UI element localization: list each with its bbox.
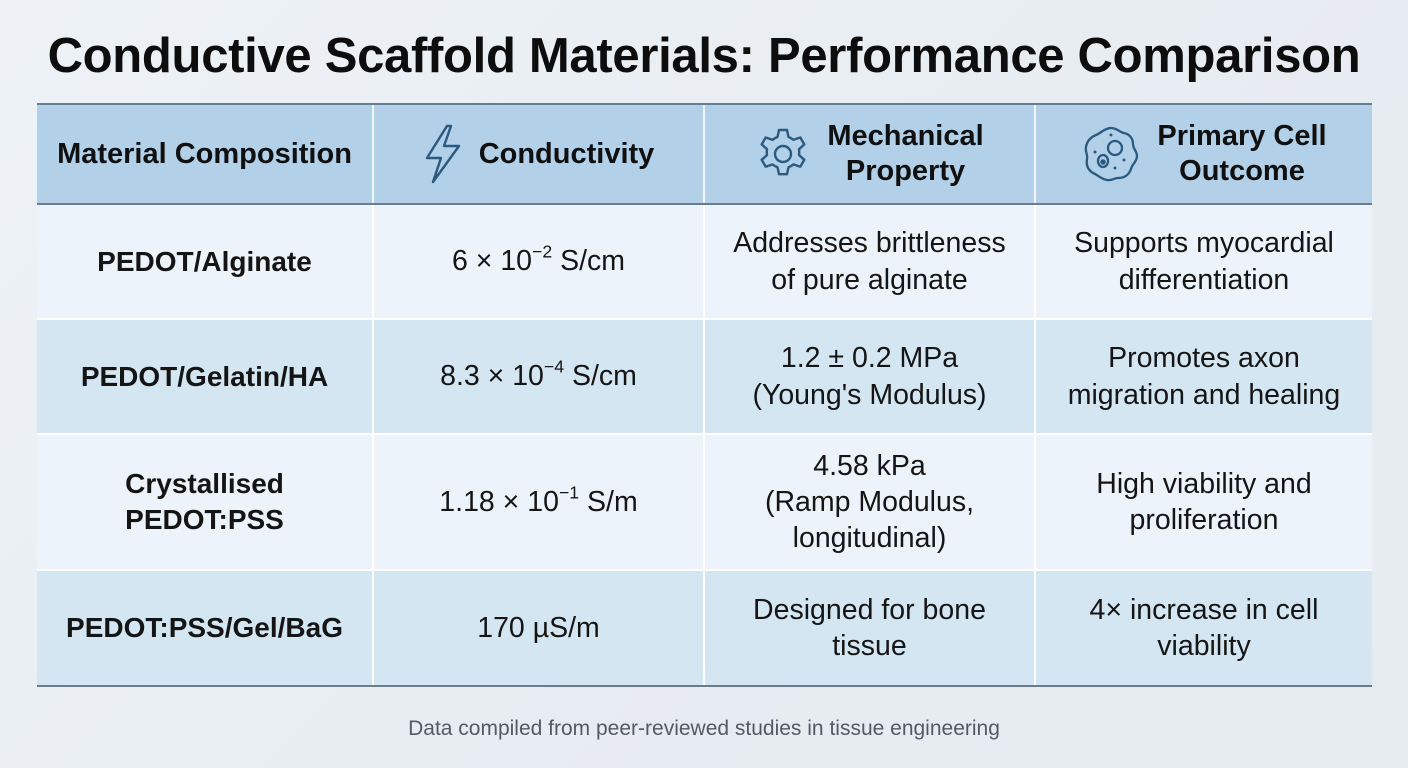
cell-material: PEDOT/Gelatin/HA (37, 318, 373, 434)
cell-outcome: High viability and proliferation (1034, 433, 1372, 570)
cell-conductivity: 8.3 × 10−4 S/cm (372, 318, 704, 434)
header-mechanical-property: Mechanical Property (703, 103, 1035, 205)
lightning-bolt-icon (425, 124, 460, 184)
cell-outcome: 4× increase in cell viability (1034, 569, 1372, 687)
table-row: PEDOT:PSS/Gel/BaG 170 µS/m Designed for … (37, 569, 1372, 687)
header-conductivity: Conductivity (372, 103, 704, 205)
cell-mechanical: Designed for bone tissue (703, 569, 1035, 687)
header-material-composition: Material Composition (37, 103, 373, 205)
source-footnote: Data compiled from peer-reviewed studies… (408, 717, 1000, 740)
gear-icon (760, 128, 806, 176)
cell-outcome: Promotes axon migration and healing (1034, 318, 1372, 434)
table-header-row: Material Composition Conductivity (37, 103, 1372, 205)
cell-icon (1085, 126, 1139, 182)
table-row: PEDOT/Alginate 6 × 10−2 S/cm Addresses b… (37, 204, 1372, 319)
cell-conductivity: 6 × 10−2 S/cm (372, 204, 704, 319)
table-row: Crystallised PEDOT:PSS 1.18 × 10−1 S/m 4.… (37, 433, 1372, 570)
cell-outcome: Supports myocardial differentiation (1034, 204, 1372, 319)
cell-conductivity: 170 µS/m (372, 569, 704, 687)
cell-material: Crystallised PEDOT:PSS (37, 433, 373, 570)
cell-mechanical: Addresses brittleness of pure alginate (703, 204, 1035, 319)
cell-mechanical: 4.58 kPa (Ramp Modulus, longitudinal) (703, 433, 1035, 570)
cell-material: PEDOT/Alginate (97, 245, 312, 277)
cell-material: PEDOT:PSS/Gel/BaG (37, 569, 373, 687)
header-primary-cell-outcome: Primary Cell Outcome (1034, 103, 1372, 205)
cell-mechanical: 1.2 ± 0.2 MPa (Young's Modulus) (703, 318, 1035, 434)
table-row: PEDOT/Gelatin/HA 8.3 × 10−4 S/cm 1.2 ± 0… (37, 318, 1372, 434)
page-title: Conductive Scaffold Materials: Performan… (47, 29, 1361, 83)
cell-conductivity: 1.18 × 10−1 S/m (372, 433, 704, 570)
comparison-table: Material Composition Conductivity (37, 103, 1372, 687)
